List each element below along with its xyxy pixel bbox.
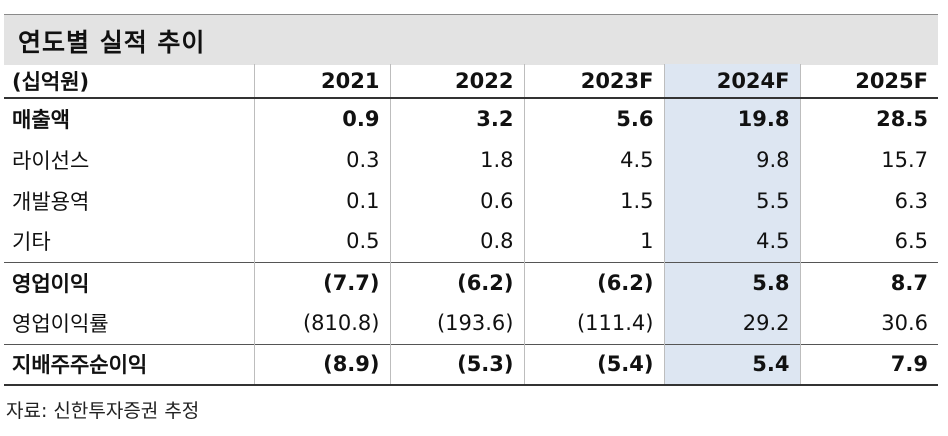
cell: 1.8 (389, 139, 524, 180)
header-row: (십억원) 2021 2022 2023F 2024F 2025F (4, 64, 938, 99)
cell: (8.9) (253, 343, 390, 386)
cell: 3.2 (389, 98, 524, 139)
cell: 15.7 (799, 139, 938, 180)
cell: 0.1 (253, 180, 390, 221)
table-title: 연도별 실적 추이 (18, 28, 206, 57)
earnings-table: (십억원) 2021 2022 2023F 2024F 2025F 매출액 0.… (4, 64, 938, 386)
row-label: 영업이익 (4, 261, 254, 303)
cell: 1.5 (523, 180, 664, 221)
cell: 4.5 (663, 221, 800, 262)
cell: (5.4) (523, 343, 664, 386)
cell: 30.6 (799, 303, 938, 344)
cell: 9.8 (663, 139, 800, 180)
col-header: 2025F (799, 64, 938, 99)
table-row: 기타 0.5 0.8 1 4.5 6.5 (4, 221, 938, 262)
cell: 0.9 (253, 98, 390, 139)
cell: 0.5 (253, 221, 390, 262)
source-note: 자료: 신한투자증권 추정 (6, 400, 200, 422)
cell: 0.3 (253, 139, 390, 180)
cell: 6.5 (799, 221, 938, 262)
col-header: 2023F (523, 64, 664, 99)
cell: (6.2) (389, 261, 524, 303)
col-header-highlighted: 2024F (663, 64, 800, 99)
row-label: 매출액 (12, 108, 70, 132)
cell: 19.8 (663, 98, 800, 139)
row-label: 라이선스 (12, 148, 90, 173)
cell: 0.8 (389, 221, 524, 262)
cell: (193.6) (389, 303, 524, 344)
table-row: 영업이익 (7.7) (6.2) (6.2) 5.8 8.7 (4, 261, 938, 303)
cell: 5.4 (663, 343, 800, 386)
cell: 29.2 (663, 303, 800, 344)
col-header: 2022 (389, 64, 524, 99)
row-label: 기타 (12, 230, 51, 255)
unit-label: (십억원) (4, 64, 254, 99)
cell: (810.8) (253, 303, 390, 344)
cell: 5.6 (523, 98, 664, 139)
cell: (5.3) (389, 343, 524, 386)
cell: 0.6 (389, 180, 524, 221)
cell: 28.5 (799, 98, 938, 139)
cell: 5.5 (663, 180, 800, 221)
col-header: 2021 (253, 64, 390, 99)
cell: 8.7 (799, 261, 938, 303)
cell: (111.4) (523, 303, 664, 344)
cell: 7.9 (799, 343, 938, 386)
row-label: 영업이익률 (12, 312, 109, 337)
cell: 4.5 (523, 139, 664, 180)
cell: 6.3 (799, 180, 938, 221)
table-row: 개발용역 0.1 0.6 1.5 5.5 6.3 (4, 180, 938, 221)
row-label: 지배주주순이익 (4, 343, 254, 386)
table-row: 매출액 0.9 3.2 5.6 19.8 28.5 (4, 98, 938, 139)
cell: 5.8 (663, 261, 800, 303)
row-label: 개발용역 (12, 189, 90, 214)
cell: 1 (523, 221, 664, 262)
table-row: 영업이익률 (810.8) (193.6) (111.4) 29.2 30.6 (4, 303, 938, 344)
table-row: 지배주주순이익 (8.9) (5.3) (5.4) 5.4 7.9 (4, 343, 938, 386)
table-row: 라이선스 0.3 1.8 4.5 9.8 15.7 (4, 139, 938, 180)
cell: (7.7) (253, 261, 390, 303)
title-bar: 연도별 실적 추이 (4, 14, 938, 65)
cell: (6.2) (523, 261, 664, 303)
